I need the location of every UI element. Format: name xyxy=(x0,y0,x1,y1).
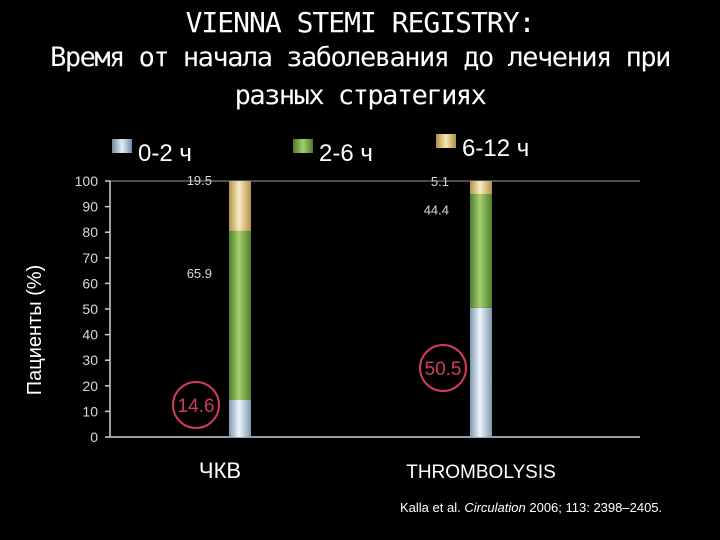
bar-segment xyxy=(470,307,492,437)
y-tick-label: 20 xyxy=(82,378,98,394)
y-tick-label: 30 xyxy=(82,352,98,368)
y-tick-label: 100 xyxy=(75,173,99,189)
bar-value-label: 65.9 xyxy=(187,266,212,281)
y-tick-label: 60 xyxy=(82,275,98,291)
legend-item-2-6: 2-6 ч xyxy=(293,139,373,168)
legend-label-0-2: 0-2 ч xyxy=(138,140,192,167)
legend-swatch-2-6 xyxy=(293,139,313,153)
citation-journal: Circulation xyxy=(464,500,526,515)
legend-item-6-12: 6-12 ч xyxy=(436,134,530,163)
legend-swatch-0-2 xyxy=(112,139,132,153)
y-tick-label: 70 xyxy=(82,250,98,266)
y-tick-label: 90 xyxy=(82,199,98,215)
bar-segment xyxy=(470,194,492,308)
bar-segment xyxy=(229,230,251,400)
bar-value-label: 44.4 xyxy=(424,203,449,218)
chart-subtitle-line1: Время от начала заболевания до лечения п… xyxy=(50,42,671,73)
bar-value-label: 19.5 xyxy=(187,173,212,188)
x-category-label: ЧКВ xyxy=(199,458,241,483)
bar-segment xyxy=(229,181,251,231)
bar-value-label: 14.6 xyxy=(178,396,215,417)
y-tick-label: 80 xyxy=(82,224,98,240)
y-tick-label: 50 xyxy=(82,301,98,317)
chart-subtitle-line2: разных стратегиях xyxy=(234,80,487,111)
legend-label-2-6: 2-6 ч xyxy=(319,140,373,167)
y-tick-label: 10 xyxy=(82,403,98,419)
y-tick-label: 0 xyxy=(90,429,98,445)
x-category-label: THROMBOLYSIS xyxy=(406,462,556,483)
bar-value-label: 5.1 xyxy=(431,174,449,189)
citation: Kalla et al. Circulation 2006; 113: 2398… xyxy=(400,498,710,517)
highlight-circle xyxy=(419,344,467,392)
legend-label-6-12: 6-12 ч xyxy=(462,135,530,162)
bar-segment xyxy=(470,181,492,195)
legend-item-0-2: 0-2 ч xyxy=(112,139,192,168)
y-tick-label: 40 xyxy=(82,327,98,343)
citation-prefix: Kalla et al. xyxy=(400,500,465,515)
citation-suffix: 2006; 113: 2398–2405. xyxy=(525,500,663,515)
bar-segment xyxy=(229,399,251,437)
bar-value-label: 50.5 xyxy=(425,359,462,380)
legend-swatch-6-12 xyxy=(436,134,456,148)
chart-title: VIENNA STEMI REGISTRY: xyxy=(185,6,536,39)
highlight-circle xyxy=(172,381,220,429)
